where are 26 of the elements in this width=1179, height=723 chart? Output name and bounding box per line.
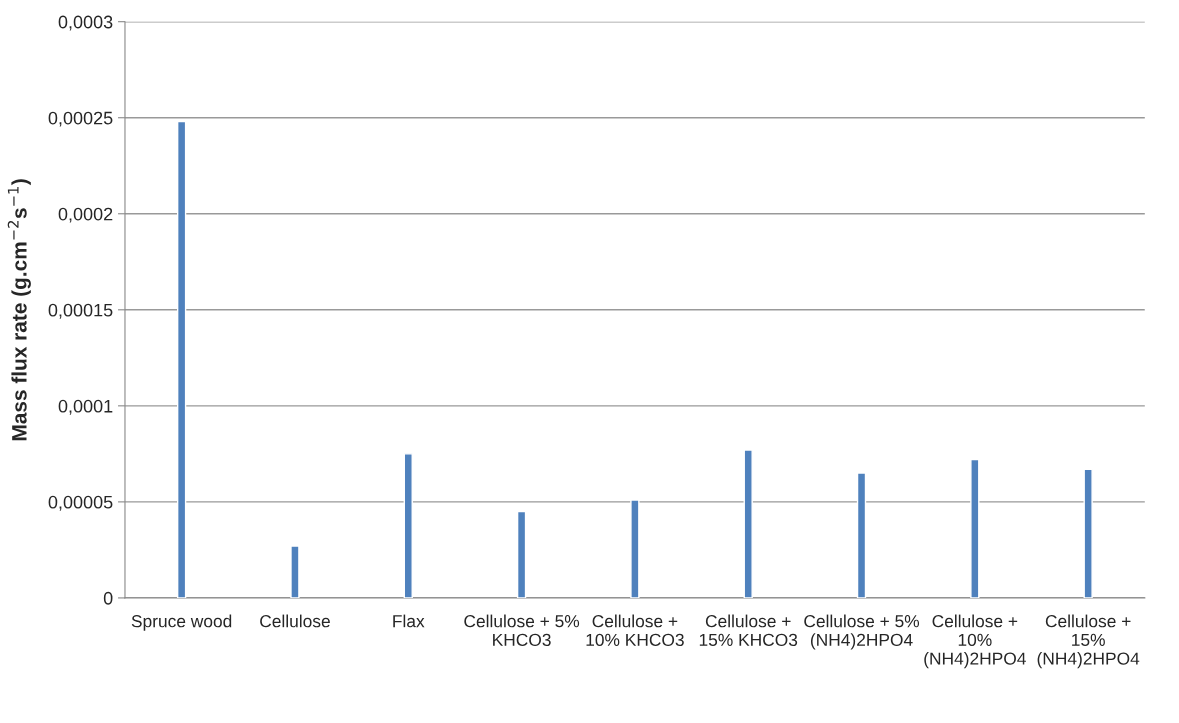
x-tick-label: Cellulose bbox=[260, 614, 330, 628]
x-tick-label: Flax bbox=[393, 614, 425, 628]
y-tick-label: 0 bbox=[103, 591, 113, 605]
y-tick-label: 0,0003 bbox=[58, 15, 113, 31]
x-tick-label: Spruce wood bbox=[131, 614, 232, 631]
x-tick-label: Cellulose + 10% (NH4)2HPO4 bbox=[924, 614, 1026, 669]
bar bbox=[743, 449, 753, 598]
x-tick-label: Cellulose + 10% KHCO3 bbox=[586, 614, 684, 647]
bar bbox=[630, 499, 640, 598]
x-tick-label: Cellulose + 15% KHCO3 bbox=[699, 614, 798, 647]
bar bbox=[516, 510, 527, 598]
y-tick-label: 0,00015 bbox=[48, 303, 113, 319]
x-tick-label: Cellulose + 5% (NH4)2HPO4 bbox=[804, 614, 920, 650]
bar bbox=[176, 120, 187, 598]
y-axis-title: Mass flux rate (g.cm$^{−2}$s$^{−1}$) bbox=[7, 179, 31, 441]
bar bbox=[403, 453, 413, 598]
y-tick-label: 0,00005 bbox=[48, 495, 113, 511]
bar bbox=[1083, 468, 1093, 598]
x-tick-label: Cellulose + 5% KHCO3 bbox=[464, 614, 580, 647]
y-tick-label: 0,0002 bbox=[58, 207, 113, 223]
y-tick-label: 0,00025 bbox=[48, 111, 113, 127]
bar bbox=[970, 458, 980, 598]
bar bbox=[856, 472, 867, 598]
x-tick-label: Cellulose + 15% (NH4)2HPO4 bbox=[1037, 614, 1140, 669]
y-tick-label: 0,0001 bbox=[58, 399, 113, 415]
bar bbox=[290, 545, 300, 598]
